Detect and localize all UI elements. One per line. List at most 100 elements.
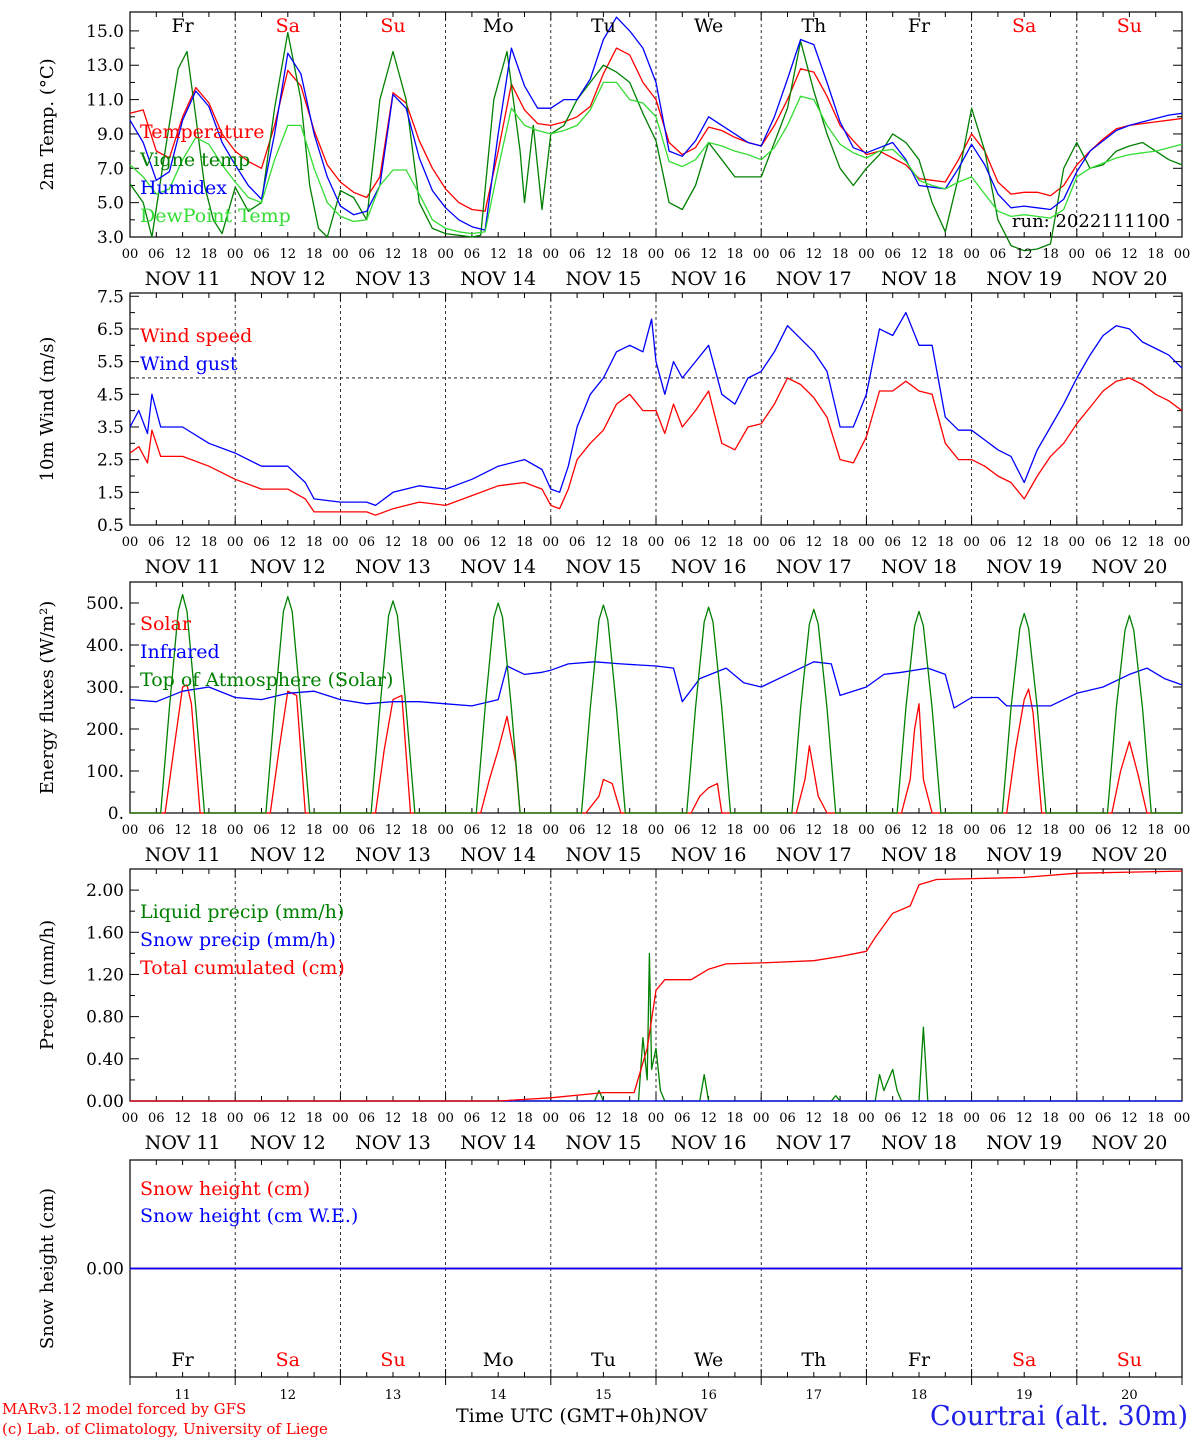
weekday-label: Fr xyxy=(908,1349,931,1371)
hour-tick-label: 12 xyxy=(700,247,717,262)
hour-tick-label: 18 xyxy=(411,535,428,550)
date-label: NOV 19 xyxy=(986,268,1062,290)
hour-tick-label: 00 xyxy=(648,1111,665,1126)
hour-tick-label: 12 xyxy=(490,1111,507,1126)
day-number-label: 18 xyxy=(911,1388,928,1403)
hour-tick-label: 18 xyxy=(937,535,954,550)
hour-tick-label: 12 xyxy=(1121,1111,1138,1126)
hour-tick-label: 12 xyxy=(911,247,928,262)
hour-tick-label: 00 xyxy=(753,535,770,550)
hour-tick-label: 00 xyxy=(963,1111,980,1126)
hour-tick-label: 06 xyxy=(990,247,1007,262)
date-label: NOV 19 xyxy=(986,844,1062,866)
hour-tick-label: 12 xyxy=(1121,247,1138,262)
y-tick-label: 400. xyxy=(86,636,124,656)
legend-entry: Total cumulated (cm) xyxy=(140,957,345,979)
weekday-label: Tu xyxy=(591,1349,616,1371)
hour-tick-label: 18 xyxy=(1042,1111,1059,1126)
hour-tick-label: 12 xyxy=(1016,247,1033,262)
day-number-label: 14 xyxy=(490,1388,507,1403)
hour-tick-label: 06 xyxy=(674,535,691,550)
weekday-label: Fr xyxy=(908,15,931,37)
hour-tick-label: 18 xyxy=(516,1111,533,1126)
hour-tick-label: 06 xyxy=(148,247,165,262)
legend-entry: Liquid precip (mm/h) xyxy=(140,901,344,923)
hour-tick-label: 06 xyxy=(674,1111,691,1126)
hour-tick-label: 06 xyxy=(253,247,270,262)
hour-tick-label: 12 xyxy=(911,1111,928,1126)
hour-tick-label: 06 xyxy=(253,823,270,838)
hour-tick-label: 00 xyxy=(1174,535,1191,550)
location-label: Courtrai (alt. 30m) xyxy=(929,1401,1188,1432)
series-line-2-1 xyxy=(129,377,1183,516)
hour-tick-label: 18 xyxy=(727,535,744,550)
hour-tick-label: 12 xyxy=(385,247,402,262)
hour-tick-label: 06 xyxy=(779,823,796,838)
hour-tick-label: 12 xyxy=(806,247,823,262)
hour-tick-label: 06 xyxy=(569,1111,586,1126)
y-tick-label: 5.0 xyxy=(97,194,124,214)
date-label: NOV 11 xyxy=(145,268,221,290)
day-number-label: 20 xyxy=(1121,1388,1138,1403)
legend-entry: Snow precip (mm/h) xyxy=(140,929,336,951)
hour-tick-label: 00 xyxy=(227,535,244,550)
hour-tick-label: 00 xyxy=(858,247,875,262)
hour-tick-label: 12 xyxy=(1121,823,1138,838)
weekday-label: Th xyxy=(801,15,826,37)
y-tick-label: 7.5 xyxy=(97,287,124,307)
hour-tick-label: 06 xyxy=(464,535,481,550)
series-line-4-3 xyxy=(130,870,1183,1102)
weekday-label: Th xyxy=(801,1349,826,1371)
legend-entry: Humidex xyxy=(140,177,227,199)
date-label: NOV 13 xyxy=(355,1132,431,1154)
hour-tick-label: 12 xyxy=(595,535,612,550)
hour-tick-label: 00 xyxy=(1069,247,1086,262)
hour-tick-label: 18 xyxy=(516,535,533,550)
date-label: NOV 17 xyxy=(776,556,852,578)
legend-entry: Wind gust xyxy=(140,353,238,375)
weekday-label: Mo xyxy=(483,15,514,37)
hour-tick-label: 00 xyxy=(122,535,139,550)
date-label: NOV 19 xyxy=(986,556,1062,578)
hour-tick-label: 00 xyxy=(543,1111,560,1126)
weekday-label: Mo xyxy=(483,1349,514,1371)
hour-tick-label: 00 xyxy=(332,247,349,262)
day-number-label: 16 xyxy=(700,1388,717,1403)
hour-tick-label: 18 xyxy=(1042,535,1059,550)
hour-tick-label: 00 xyxy=(227,1111,244,1126)
date-label: NOV 13 xyxy=(355,844,431,866)
hour-tick-label: 18 xyxy=(306,1111,323,1126)
hour-tick-label: 00 xyxy=(437,823,454,838)
weekday-label: Sa xyxy=(276,1349,300,1371)
hour-tick-label: 06 xyxy=(1095,823,1112,838)
weekday-label: Sa xyxy=(1012,1349,1036,1371)
hour-tick-label: 18 xyxy=(201,823,218,838)
date-label: NOV 12 xyxy=(250,844,326,866)
date-label: NOV 18 xyxy=(881,1132,957,1154)
hour-tick-label: 00 xyxy=(437,535,454,550)
panel-1: 3.0 5.0 7.0 9.0 11.0 13.0 15.0 2m Temp. (°C) Tem… xyxy=(37,11,1190,290)
date-label: NOV 17 xyxy=(776,1132,852,1154)
hour-tick-label: 18 xyxy=(727,1111,744,1126)
y-tick-label: 100. xyxy=(86,762,124,782)
legend-entry: Snow height (cm) xyxy=(140,1178,310,1200)
legend-entry: DewPoint Temp xyxy=(140,205,291,227)
hour-tick-label: 12 xyxy=(174,1111,191,1126)
hour-tick-label: 12 xyxy=(700,535,717,550)
hour-tick-label: 06 xyxy=(148,535,165,550)
date-label: NOV 16 xyxy=(671,844,747,866)
hour-tick-label: 12 xyxy=(385,535,402,550)
hour-tick-label: 12 xyxy=(700,823,717,838)
date-label: NOV 17 xyxy=(776,844,852,866)
hour-tick-label: 12 xyxy=(806,1111,823,1126)
hour-tick-label: 18 xyxy=(1147,247,1164,262)
date-label: NOV 12 xyxy=(250,268,326,290)
hour-tick-label: 06 xyxy=(990,1111,1007,1126)
hour-tick-label: 18 xyxy=(201,247,218,262)
hour-tick-label: 18 xyxy=(1147,823,1164,838)
hour-tick-label: 18 xyxy=(621,1111,638,1126)
hour-tick-label: 12 xyxy=(174,247,191,262)
y-axis-label: Energy fluxes (W/m²) xyxy=(37,601,58,795)
hour-tick-label: 06 xyxy=(358,1111,375,1126)
y-tick-label: 4.5 xyxy=(97,385,124,405)
